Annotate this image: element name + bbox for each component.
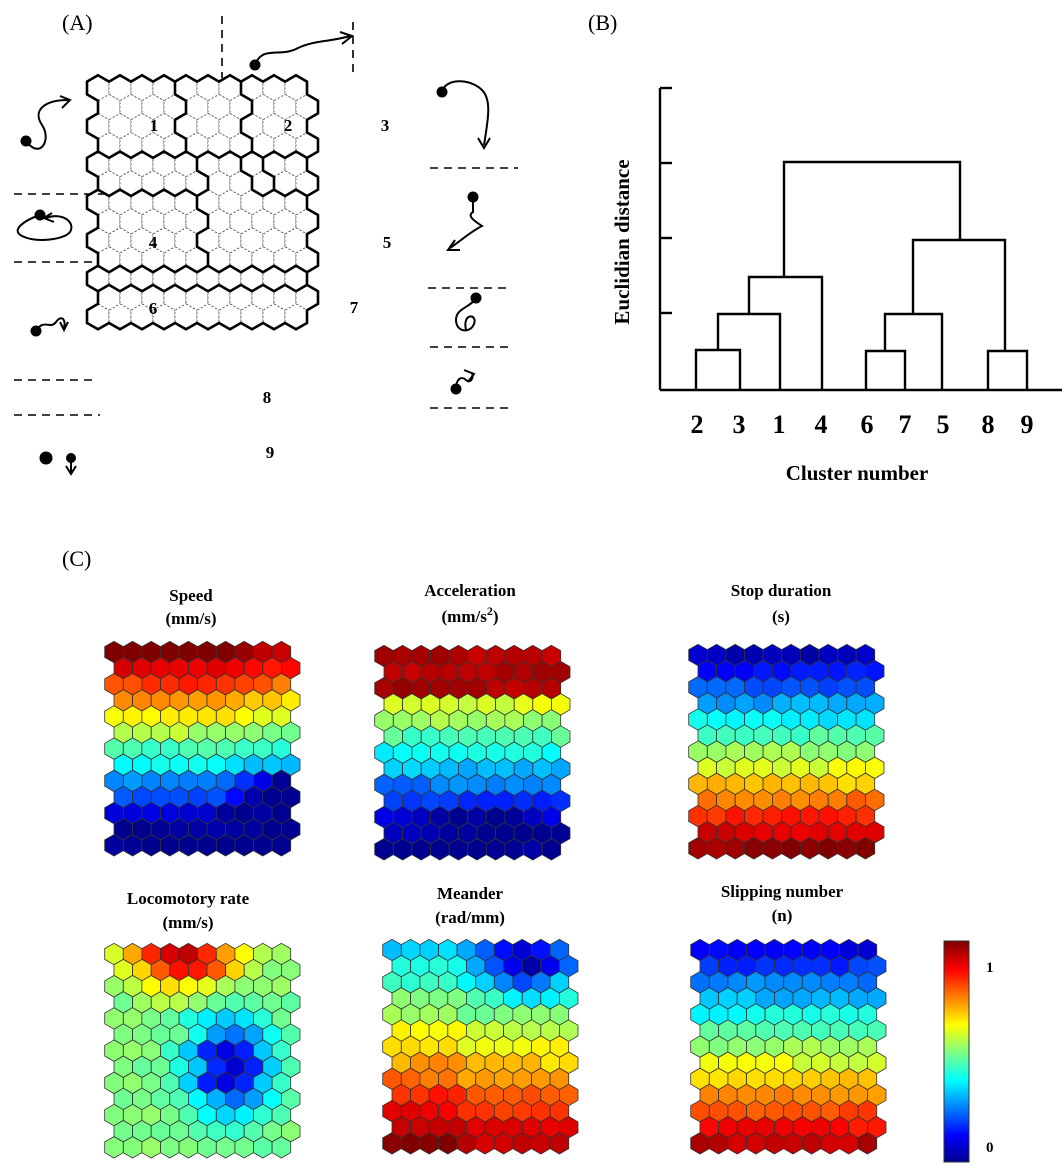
cluster-boundaries [85,74,320,331]
map-unit-slipping-number: (n) [772,906,793,925]
cluster-separators [14,16,518,416]
dendrogram-branches [694,160,1029,390]
colorbar-max-label: 1 [986,960,994,976]
leaf-label: 8 [982,410,995,439]
trajectory-icon-cluster-6 [30,317,69,337]
panel-a-label: (A) [62,10,93,35]
som-cluster-map [85,74,320,331]
cluster-label-6: 6 [149,299,158,318]
heatmap-hex-cell [271,1136,292,1159]
leaf-label: 7 [899,410,912,439]
map-title-meander: Meander [437,884,504,903]
dendrogram [658,86,1062,392]
component-map-6 [690,938,887,1155]
colorbar-min-label: 0 [986,1140,994,1156]
heatmap-hex-cell [549,1132,570,1155]
cluster-label-1: 1 [150,116,159,135]
dendrogram-y-label: Euclidian distance [610,159,634,324]
trajectory-icon-cluster-9 [39,451,77,476]
map-unit-locomotory-rate: (mm/s) [163,913,214,932]
map-unit-stop-duration: (s) [772,607,790,626]
dendrogram-leaf-labels: 2 3 1 4 6 7 5 8 9 [691,410,1034,439]
leaf-label: 3 [733,410,746,439]
map-unit-meander: (rad/mm) [435,908,505,927]
trajectory-icon-cluster-5 [446,191,484,251]
component-map-4 [104,942,301,1159]
component-map-1 [104,640,301,857]
cluster-label-5: 5 [383,233,392,252]
component-map-5 [382,938,579,1155]
map-title-stop-duration: Stop duration [731,581,832,600]
cluster-label-2: 2 [284,116,293,135]
component-heatmaps [104,640,887,1159]
panel-b-label: (B) [588,10,617,35]
heatmap-hex-cell [541,838,562,861]
map-unit-speed: (mm/s) [166,609,217,628]
trajectory-pictograms [16,31,491,476]
leaf-label: 4 [815,410,828,439]
panel-c-label: (C) [62,546,91,571]
unit-superscript: 2 [487,604,493,618]
component-map-2 [374,644,571,861]
map-title-locomotory-rate: Locomotory rate [127,889,250,908]
heatmap-hex-cell [857,1132,878,1155]
leaf-label: 6 [861,410,874,439]
map-title-slipping-number: Slipping number [721,882,844,901]
cluster-label-8: 8 [263,388,272,407]
cluster-label-3: 3 [381,116,390,135]
trajectory-icon-cluster-7 [454,292,482,332]
som-cluster-labels: 1 2 3 4 5 6 7 8 9 [149,116,392,462]
map-title-acceleration: Acceleration [424,581,516,600]
cluster-label-7: 7 [350,298,359,317]
trajectory-icon-cluster-3 [436,80,491,150]
leaf-label: 1 [773,410,786,439]
dendrogram-x-label: Cluster number [786,461,929,485]
leaf-label: 5 [937,410,950,439]
leaf-label: 9 [1021,410,1034,439]
heatmap-hex-cell [271,834,292,857]
leaf-label: 2 [691,410,704,439]
map-title-speed: Speed [169,586,213,605]
trajectory-icon-cluster-2 [249,31,355,71]
cluster-label-9: 9 [266,443,275,462]
trajectory-icon-cluster-1 [20,95,72,150]
trajectory-icon-cluster-8 [450,369,476,395]
heatmap-hex-cell [855,837,876,860]
component-map-3 [688,643,885,860]
map-unit-acceleration: (mm/s2) [442,604,499,626]
trajectory-icon-cluster-4 [16,209,73,241]
colorbar [943,940,970,1163]
cluster-label-4: 4 [149,233,158,252]
